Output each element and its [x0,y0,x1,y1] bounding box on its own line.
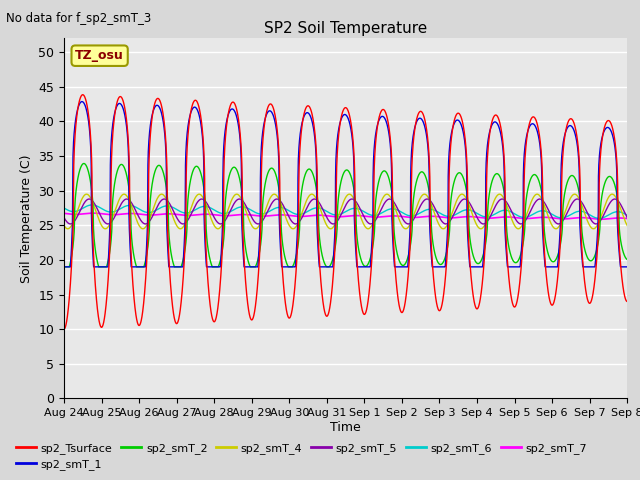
Text: TZ_osu: TZ_osu [76,49,124,62]
Text: No data for f_sp2_smT_3: No data for f_sp2_smT_3 [6,12,152,25]
Y-axis label: Soil Temperature (C): Soil Temperature (C) [20,154,33,283]
Title: SP2 Soil Temperature: SP2 Soil Temperature [264,21,428,36]
Legend: sp2_Tsurface, sp2_smT_1, sp2_smT_2, sp2_smT_4, sp2_smT_5, sp2_smT_6, sp2_smT_7: sp2_Tsurface, sp2_smT_1, sp2_smT_2, sp2_… [12,438,591,474]
X-axis label: Time: Time [330,421,361,434]
